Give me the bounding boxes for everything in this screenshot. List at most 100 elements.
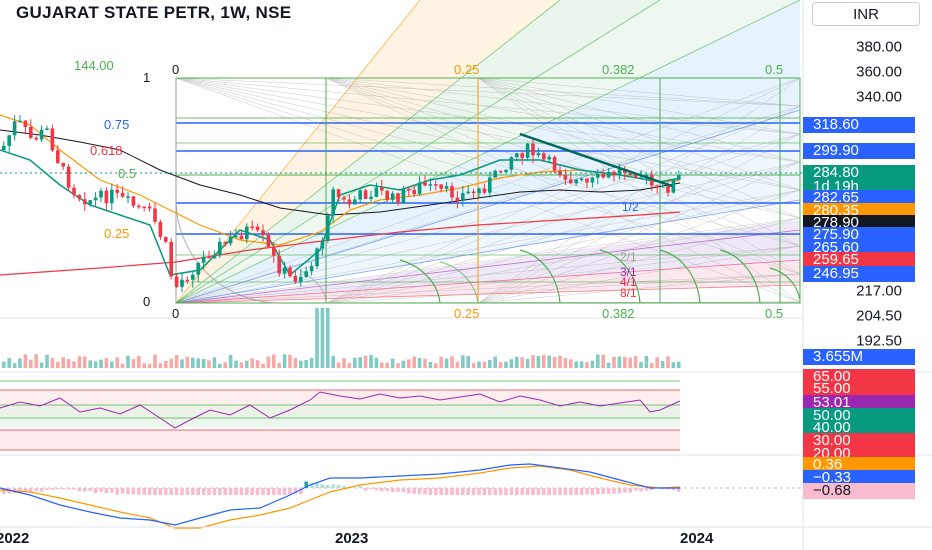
candle-body — [299, 276, 303, 282]
candle-body — [477, 188, 481, 193]
candle-body — [326, 215, 330, 241]
price-badge-fib: 299.90 — [803, 143, 915, 159]
volume-bar — [347, 363, 352, 368]
volume-bar — [331, 355, 335, 368]
macd-histogram-bar — [320, 484, 325, 488]
macd-histogram-bar — [158, 488, 163, 495]
candle-body — [461, 193, 465, 201]
symbol-title[interactable]: GUJARAT STATE PETR, 1W, NSE — [16, 3, 292, 22]
candle-body — [590, 177, 595, 183]
volume-bar — [207, 360, 211, 368]
volume-bar — [196, 358, 200, 368]
candle-body — [304, 271, 308, 277]
volume-bar — [617, 356, 622, 368]
volume-bar — [245, 360, 249, 368]
macd-histogram-bar — [228, 488, 233, 495]
trend-line — [519, 132, 673, 188]
candle-body — [493, 170, 497, 178]
macd-badge: −0.68 — [803, 483, 915, 499]
volume-bar — [169, 358, 173, 368]
macd-histogram-bar — [277, 488, 281, 495]
macd-histogram-bar — [56, 488, 60, 490]
candle-body — [72, 187, 76, 196]
price-badge-last: 284.80 — [803, 165, 915, 181]
macd-histogram-bar — [18, 488, 22, 493]
candle-body — [471, 191, 476, 194]
candle-body — [655, 185, 659, 188]
volume-bar — [153, 354, 157, 368]
price-tick: 360.00 — [856, 63, 902, 81]
candle-body — [153, 208, 157, 222]
volume-bar — [282, 354, 287, 368]
macd-histogram-bar — [623, 488, 627, 493]
candle-body — [374, 187, 379, 197]
candle-body — [423, 182, 427, 186]
candle-body — [315, 248, 319, 267]
candle-body — [255, 226, 260, 231]
candle-body — [61, 162, 65, 167]
candle-body — [2, 145, 6, 150]
volume-bar — [315, 308, 319, 368]
macd-histogram-bar — [315, 482, 319, 488]
candle-body — [115, 189, 119, 193]
currency-button[interactable]: INR — [812, 2, 920, 26]
candle-body — [174, 276, 179, 287]
price-badge-fib: 318.60 — [803, 117, 915, 133]
candle-body — [309, 266, 314, 272]
volume-bar — [288, 354, 292, 368]
volume-bar — [542, 354, 546, 368]
candle-body — [520, 153, 524, 158]
volume-bar — [18, 358, 22, 368]
candle-body — [369, 196, 373, 199]
volume-bar — [99, 359, 103, 368]
macd-histogram-bar — [72, 488, 76, 490]
candle-body — [417, 182, 422, 195]
time-axis-label: 2024 — [680, 530, 714, 547]
rsi-badge: 40.00 — [803, 420, 915, 436]
candle-body — [250, 226, 254, 229]
macd-histogram-bar — [444, 488, 449, 495]
candle-body — [628, 172, 632, 176]
candle-body — [585, 178, 589, 183]
candle-body — [385, 190, 389, 200]
volume-bar — [131, 359, 136, 368]
macd-histogram-bar — [250, 488, 254, 495]
candle-body — [293, 276, 298, 282]
candle-body — [525, 143, 530, 158]
candle-body — [412, 189, 416, 195]
gann-arcs — [175, 198, 801, 304]
macd-histogram-bar — [412, 488, 416, 494]
candle-body — [504, 169, 508, 173]
macd-histogram-bar — [547, 488, 551, 495]
candle-body — [23, 120, 28, 127]
macd-histogram-bar — [29, 488, 33, 492]
volume-bar — [412, 356, 416, 368]
price-scale[interactable]: 380.00 360.00 340.00 217.00 204.50 192.5… — [803, 30, 932, 520]
candle-body — [336, 189, 341, 198]
macd-histogram-bar — [466, 488, 470, 495]
candle-body — [93, 197, 98, 201]
candle-body — [104, 190, 109, 204]
macd-pane — [0, 454, 932, 529]
fib-label-top-0: 0 — [172, 62, 180, 77]
macd-histogram-bar — [552, 488, 557, 495]
macd-histogram-bar — [83, 488, 87, 492]
macd-badge: 0.36 — [803, 457, 915, 473]
volume-bar — [104, 358, 109, 368]
volume-bar — [234, 360, 238, 368]
macd-histogram-bar — [288, 488, 292, 495]
macd-histogram-bar — [147, 488, 152, 495]
volume-bar — [255, 360, 260, 368]
fib-box — [175, 77, 801, 304]
fib-label-left-0: 0 — [143, 294, 151, 309]
macd-histogram-bar — [88, 488, 92, 492]
volume-bar — [531, 355, 535, 368]
volume-bar — [504, 361, 508, 368]
volume-bar — [606, 362, 611, 368]
macd-histogram-bar — [417, 488, 422, 495]
volume-bar — [547, 355, 551, 368]
fib-label-value: 144.00 — [74, 58, 114, 73]
volume-bar — [239, 362, 244, 368]
volume-bar — [601, 354, 605, 368]
